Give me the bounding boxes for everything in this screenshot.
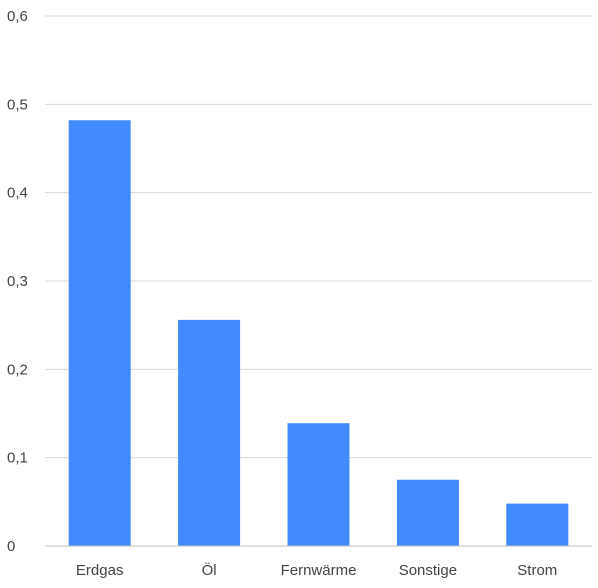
x-tick-label: Strom <box>517 562 557 579</box>
gridlines <box>45 15 592 459</box>
y-tick-label: 0,2 <box>7 361 28 378</box>
bar-strom <box>506 503 569 546</box>
bars <box>68 120 569 546</box>
y-tick-label: 0,5 <box>7 96 28 113</box>
bar-öl <box>178 319 241 546</box>
x-axis-tick-labels: Erdgas Öl Fernwärme Sonstige Strom <box>76 561 557 579</box>
y-tick-label: 0,1 <box>7 450 28 467</box>
bar-fernwärme <box>287 423 350 546</box>
x-tick-label: Öl <box>202 561 217 579</box>
bar-erdgas <box>68 120 131 546</box>
x-tick-label: Fernwärme <box>281 562 357 579</box>
y-tick-label: 0,6 <box>7 8 28 25</box>
bar-sonstige <box>396 479 459 546</box>
x-tick-label: Erdgas <box>76 562 124 579</box>
x-tick-label: Sonstige <box>399 562 457 579</box>
y-tick-label: 0,4 <box>7 185 28 202</box>
y-tick-label: 0,3 <box>7 273 28 290</box>
y-axis-tick-labels: 0 0,1 0,2 0,3 0,4 0,5 0,6 <box>7 8 28 555</box>
y-tick-label: 0 <box>7 538 15 555</box>
